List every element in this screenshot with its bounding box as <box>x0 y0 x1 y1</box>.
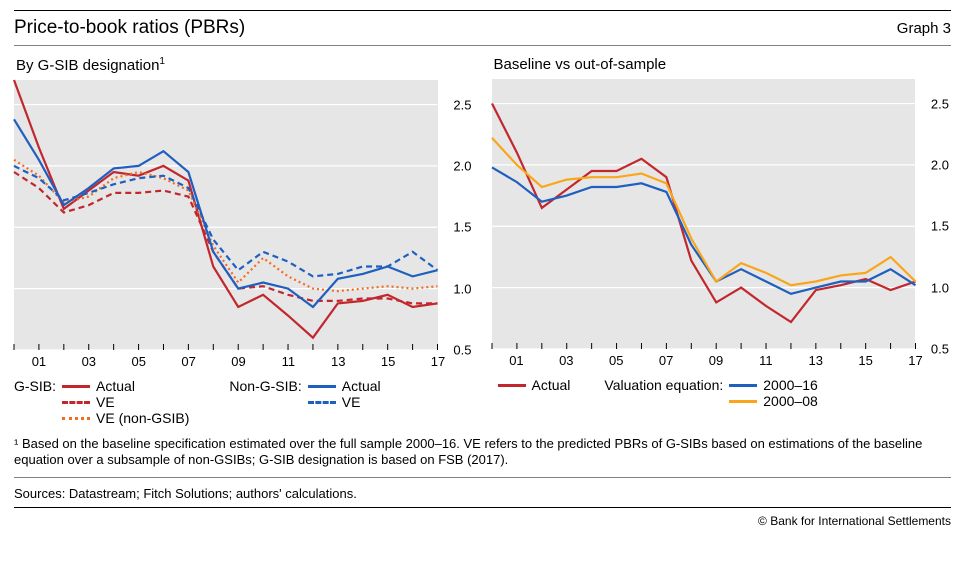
xtick-label: 11 <box>282 354 296 369</box>
chart-left-yaxis: 0.51.01.52.02.5 <box>438 80 474 350</box>
legend-group-label: Non-G-SIB: <box>229 378 301 394</box>
xtick-label: 05 <box>131 354 145 369</box>
footnote: ¹ Based on the baseline specification es… <box>14 436 951 469</box>
legend-swatch <box>62 401 90 404</box>
title-bar: Price-to-book ratios (PBRs) Graph 3 <box>14 13 951 43</box>
panel-right: Baseline vs out-of-sample 0.5 1.0 1.5 2.0 2.… <box>492 54 952 426</box>
legend-item: G-SIB:VE <box>14 394 189 410</box>
legend-swatch <box>308 401 336 404</box>
legend-right: Actual Valuation equation: 2000–16Valuatio… <box>492 377 952 409</box>
graph-number: Graph 3 <box>897 20 951 37</box>
ytick-label: 1.0 <box>931 280 949 295</box>
xtick-label: 07 <box>181 354 195 369</box>
chart-right-wrap: 0.51.01.52.02.5 <box>492 79 952 349</box>
legend-label: VE <box>96 394 115 410</box>
legend-item: Valuation equation:2000–08 <box>604 393 817 409</box>
legend-swatch <box>729 400 757 403</box>
legend-label: Actual <box>532 377 571 393</box>
chart-left-xaxis: 010305070911131517 <box>14 354 438 372</box>
xtick-label: 05 <box>609 353 623 368</box>
legend-label: VE (non-GSIB) <box>96 410 189 426</box>
legend-item: Non-G-SIB: Actual <box>229 378 380 394</box>
sources: Sources: Datastream; Fitch Solutions; au… <box>14 486 951 501</box>
xtick-label: 13 <box>331 354 345 369</box>
panel-left: By G-SIB designation1 0.5 1.0 1.5 2.0 2.5 01… <box>14 54 474 426</box>
ytick-label: 0.5 <box>931 342 949 357</box>
legend-group-label: G-SIB: <box>14 378 56 394</box>
xtick-label: 13 <box>809 353 823 368</box>
chart-right-plot <box>492 79 916 349</box>
ytick-label: 2.5 <box>453 97 471 112</box>
ytick-label: 1.0 <box>453 281 471 296</box>
xtick-label: 01 <box>509 353 523 368</box>
legend-label: Actual <box>342 378 381 394</box>
ytick-label: 2.5 <box>931 96 949 111</box>
figure-container: Price-to-book ratios (PBRs) Graph 3 By G… <box>0 0 965 534</box>
ytick-label: 0.5 <box>453 343 471 358</box>
figure-title: Price-to-book ratios (PBRs) <box>14 17 245 39</box>
copyright: © Bank for International Settlements <box>14 514 951 528</box>
legend-swatch <box>62 385 90 388</box>
top-rule <box>14 10 951 11</box>
xtick-label: 17 <box>431 354 445 369</box>
xtick-label: 15 <box>381 354 395 369</box>
legend-group-label: Valuation equation: <box>604 377 723 393</box>
ytick-label: 1.5 <box>453 220 471 235</box>
xtick-label: 09 <box>231 354 245 369</box>
panel-left-title: By G-SIB designation1 <box>16 56 474 74</box>
chart-right-xaxis: 010305070911131517 <box>492 353 916 371</box>
bottom-rule <box>14 507 951 508</box>
title-rule <box>14 45 951 46</box>
panel-right-title: Baseline vs out-of-sample <box>494 56 952 73</box>
xtick-label: 03 <box>559 353 573 368</box>
xtick-label: 15 <box>858 353 872 368</box>
legend-label: Actual <box>96 378 135 394</box>
xtick-label: 03 <box>82 354 96 369</box>
legend-item: Valuation equation: 2000–16 <box>604 377 817 393</box>
legend-swatch <box>62 417 90 420</box>
xtick-label: 09 <box>709 353 723 368</box>
chart-left-wrap: 0.51.01.52.02.5 <box>14 80 474 350</box>
legend-item: G-SIB: Actual <box>14 378 189 394</box>
xtick-label: 17 <box>908 353 922 368</box>
ytick-label: 1.5 <box>931 219 949 234</box>
legend-swatch <box>498 384 526 387</box>
xtick-label: 01 <box>32 354 46 369</box>
chart-left-plot <box>14 80 438 350</box>
ytick-label: 2.0 <box>931 157 949 172</box>
legend-swatch <box>729 384 757 387</box>
legend-label: 2000–16 <box>763 377 818 393</box>
legend-item: Non-G-SIB:VE <box>229 394 380 410</box>
footnote-rule <box>14 477 951 478</box>
chart-right-yaxis: 0.51.01.52.02.5 <box>915 79 951 349</box>
ytick-label: 2.0 <box>453 158 471 173</box>
legend-item: G-SIB:VE (non-GSIB) <box>14 410 189 426</box>
xtick-label: 07 <box>659 353 673 368</box>
legend-item: Actual <box>492 377 571 393</box>
legend-left: G-SIB:ActualG-SIB:VEG-SIB:VE (non-GSIB)N… <box>14 378 474 426</box>
legend-label: VE <box>342 394 361 410</box>
legend-swatch <box>308 385 336 388</box>
xtick-label: 11 <box>759 353 773 368</box>
panels-row: By G-SIB designation1 0.5 1.0 1.5 2.0 2.5 01… <box>14 54 951 426</box>
legend-label: 2000–08 <box>763 393 818 409</box>
